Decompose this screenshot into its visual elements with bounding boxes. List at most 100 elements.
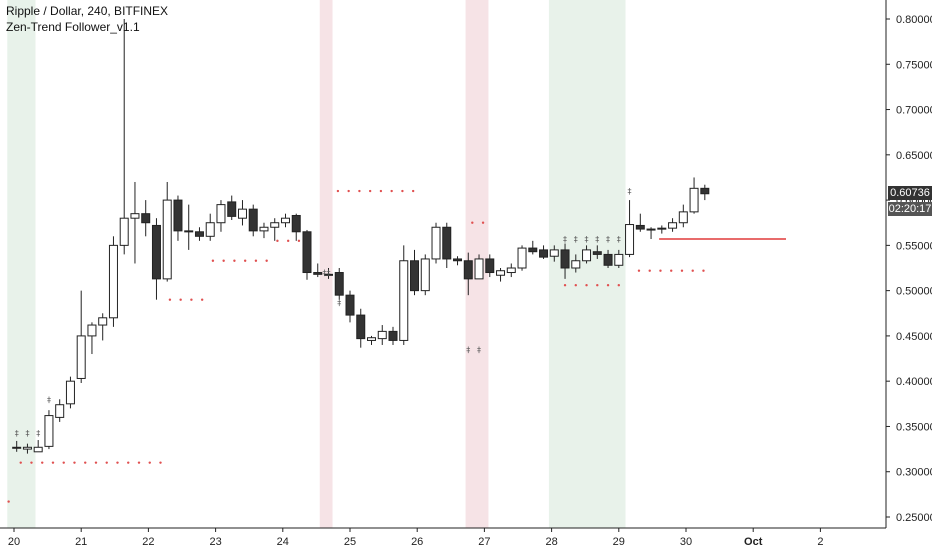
candle (603, 249, 613, 268)
candles-group (12, 19, 710, 454)
candle-body (227, 201, 237, 217)
stop-dot (368, 189, 372, 193)
y-tick-label: 0.45000 (896, 331, 932, 343)
candle-body (108, 244, 118, 319)
stop-dot (159, 461, 162, 464)
candle (506, 263, 516, 278)
candle-body (98, 317, 108, 326)
candle (151, 218, 161, 300)
candle-body (334, 272, 344, 296)
candle-body (657, 227, 667, 230)
candle (194, 227, 204, 241)
signal-mark: ‡ (326, 269, 330, 278)
x-tick-label: 28 (545, 536, 557, 548)
y-tick-label: 0.35000 (896, 421, 932, 433)
candle (205, 213, 215, 241)
candle (399, 245, 409, 345)
candle (345, 290, 355, 323)
signal-mark: ‡ (47, 395, 51, 404)
candle (356, 308, 366, 348)
stop-dot (243, 259, 247, 262)
candle-body (625, 224, 635, 255)
candle-body (345, 294, 355, 316)
y-tick-label: 0.65000 (896, 150, 932, 162)
candle-body (356, 314, 366, 340)
stop-dot (637, 269, 641, 272)
candle (141, 200, 151, 237)
candle-body (216, 204, 226, 224)
stop-dot (137, 461, 141, 464)
x-tick-label: 25 (344, 536, 356, 548)
signal-mark: ‡ (595, 235, 599, 244)
stop-dot (19, 461, 22, 464)
stop-dot (286, 239, 290, 243)
x-tick-label: 21 (75, 536, 87, 548)
stop-dot (7, 500, 10, 503)
stop-dot (390, 189, 393, 193)
signal-mark: ‡ (628, 187, 632, 196)
candle-body (399, 260, 409, 341)
candle-body (12, 446, 22, 449)
candle (442, 222, 452, 268)
candle (33, 440, 43, 453)
stop-dot (94, 461, 98, 464)
candle (592, 245, 602, 259)
signal-mark: ‡ (25, 429, 29, 438)
candle-body (517, 247, 527, 269)
stop-dot (596, 284, 599, 287)
candle-body (173, 199, 183, 232)
stop-dot (471, 221, 474, 224)
candle (700, 184, 710, 201)
stop-dot (200, 298, 204, 301)
y-tick-label: 0.40000 (896, 376, 932, 388)
signal-mark: ‡ (337, 298, 341, 307)
stop-dots-group (7, 189, 705, 503)
stop-dot (401, 189, 404, 193)
candle (496, 268, 506, 282)
signal-mark: ‡ (574, 235, 578, 244)
candle-body (549, 249, 559, 257)
candle (571, 254, 581, 273)
candle (237, 200, 247, 226)
signal-mark: ‡ (606, 235, 610, 244)
signal-mark: ‡ (36, 429, 40, 438)
stop-dot (670, 269, 673, 272)
candle-body (248, 208, 258, 232)
candle (65, 376, 75, 409)
y-tick-label: 0.50000 (896, 286, 932, 298)
x-tick-label: 24 (277, 536, 289, 548)
stop-dot (702, 269, 705, 272)
candle (431, 222, 441, 264)
candle-body (463, 260, 473, 280)
stop-dot (347, 189, 350, 193)
candle (184, 204, 194, 250)
candle-body (474, 258, 484, 280)
candle-body (614, 253, 624, 266)
stop-dot (659, 269, 662, 272)
x-tick-label: Oct (744, 536, 763, 548)
plus-marks-group: ‡ ‡ ‡‡‡ ‡‡‡ ‡‡ ‡ ‡ ‡ ‡ ‡‡ (15, 187, 632, 438)
y-tick-label: 0.80000 (896, 14, 932, 26)
chart-title: Ripple / Dollar, 240, BITFINEX (6, 4, 169, 18)
x-tick-label: 23 (209, 536, 221, 548)
stop-dot (691, 269, 694, 272)
candle (44, 410, 54, 450)
countdown-badge: 02:20:17 (888, 202, 932, 216)
candle-body (76, 335, 86, 379)
candle (12, 440, 22, 452)
stop-dot (411, 189, 415, 193)
x-tick-label: 22 (142, 536, 154, 548)
candle (270, 218, 280, 241)
candle (453, 256, 463, 266)
signal-mark: ‡ (477, 345, 481, 354)
candle (227, 195, 237, 221)
candle (119, 19, 129, 255)
stop-dot (606, 284, 610, 287)
candle (678, 204, 688, 228)
candle-body (141, 213, 151, 224)
x-tick-label: 27 (478, 536, 490, 548)
stop-dot (585, 284, 588, 287)
candle-body (291, 214, 301, 233)
